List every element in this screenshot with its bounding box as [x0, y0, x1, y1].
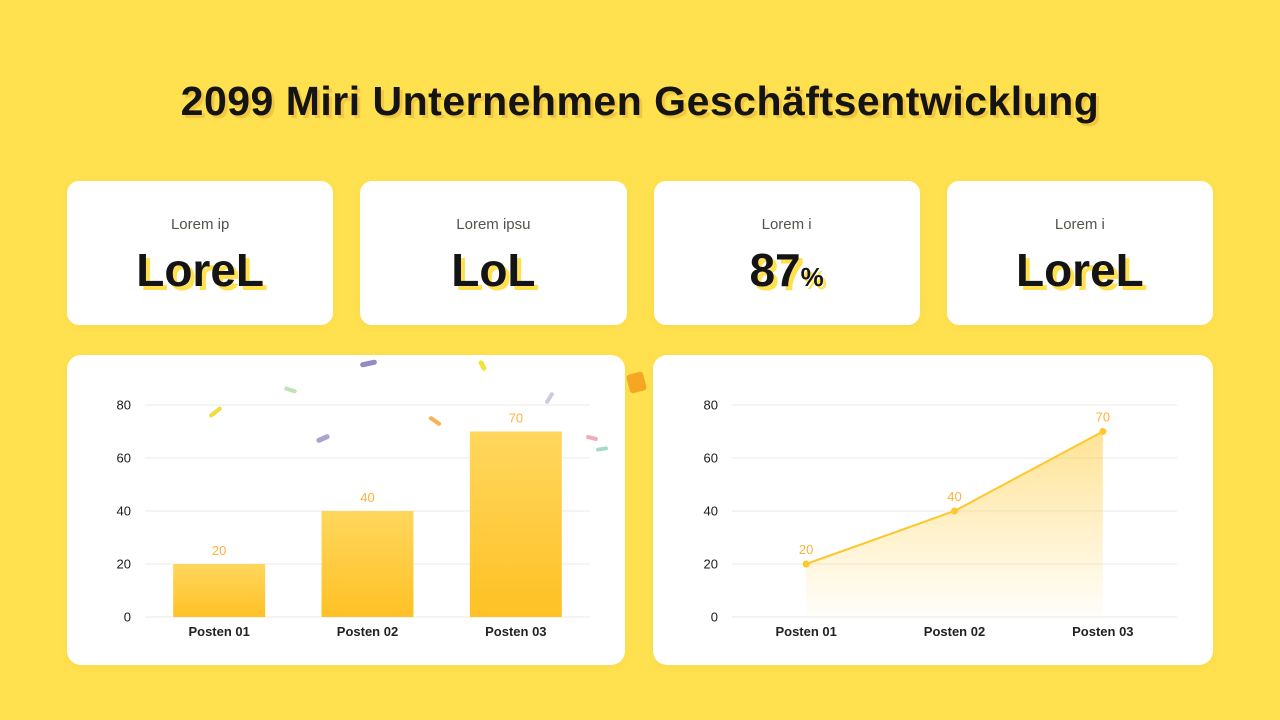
svg-text:60: 60: [117, 451, 131, 466]
svg-text:40: 40: [117, 504, 131, 519]
stat-label: Lorem ip: [170, 215, 230, 233]
stat-label: Lorem ipsu: [456, 215, 531, 233]
svg-text:20: 20: [117, 557, 131, 572]
svg-text:0: 0: [711, 610, 718, 625]
bar-chart: 0 20 40 60 80 Posten 01 Posten 02 Posten 03 20 40…: [117, 398, 590, 639]
stat-value: LoreL: [1015, 243, 1144, 296]
stat-label: Lorem i: [1054, 215, 1105, 233]
svg-text:Posten 01: Posten 01: [775, 624, 836, 639]
svg-text:70: 70: [509, 411, 523, 426]
charts-row: 0 20 40 60 80 Posten 01 Posten 02 Posten 03 20 40…: [67, 355, 1213, 665]
svg-text:80: 80: [117, 398, 131, 413]
line-chart-card: 0 20 40 60 80 Posten 01 Posten 02 Posten 03 20 40…: [653, 355, 1213, 665]
stat-value: LoreL: [136, 243, 265, 296]
stat-card-1: Lorem ip LoreL: [67, 181, 334, 325]
svg-text:40: 40: [360, 490, 374, 505]
svg-text:Posten 02: Posten 02: [924, 624, 985, 639]
svg-text:20: 20: [212, 543, 226, 558]
svg-text:Posten 01: Posten 01: [188, 624, 249, 639]
stat-label: Lorem i: [761, 215, 812, 233]
svg-text:40: 40: [704, 504, 718, 519]
stat-value: LoL: [451, 243, 536, 296]
svg-text:40: 40: [947, 489, 961, 504]
svg-text:20: 20: [799, 542, 813, 557]
svg-text:20: 20: [704, 557, 718, 572]
svg-text:Posten 03: Posten 03: [1072, 624, 1133, 639]
line-chart: 0 20 40 60 80 Posten 01 Posten 02 Posten 03 20 40…: [704, 398, 1177, 639]
svg-text:70: 70: [1096, 410, 1110, 425]
page-title: 2099 Miri Unternehmen Geschäftsentwicklu…: [180, 78, 1100, 124]
stat-card-4: Lorem i LoreL: [946, 181, 1213, 325]
svg-text:Posten 02: Posten 02: [337, 624, 398, 639]
svg-text:80: 80: [704, 398, 718, 413]
svg-text:0: 0: [124, 610, 131, 625]
stats-row: Lorem ip LoreL Lorem ipsu LoL Lorem i 87…: [67, 181, 1213, 325]
percent-number: 87: [749, 243, 801, 296]
stat-value-percent: 87%: [749, 247, 823, 293]
bar-chart-card: 0 20 40 60 80 Posten 01 Posten 02 Posten 03 20 40…: [67, 355, 625, 665]
svg-text:60: 60: [704, 451, 718, 466]
percent-sign: %: [800, 261, 824, 292]
svg-text:Posten 03: Posten 03: [485, 624, 546, 639]
stat-card-3: Lorem i 87%: [653, 181, 920, 325]
stat-card-2: Lorem ipsu LoL: [360, 181, 627, 325]
